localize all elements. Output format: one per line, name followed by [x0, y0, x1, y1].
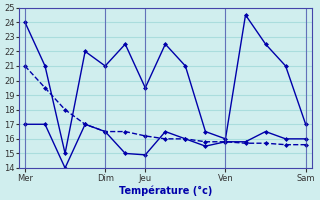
X-axis label: Température (°c): Température (°c)	[119, 185, 212, 196]
